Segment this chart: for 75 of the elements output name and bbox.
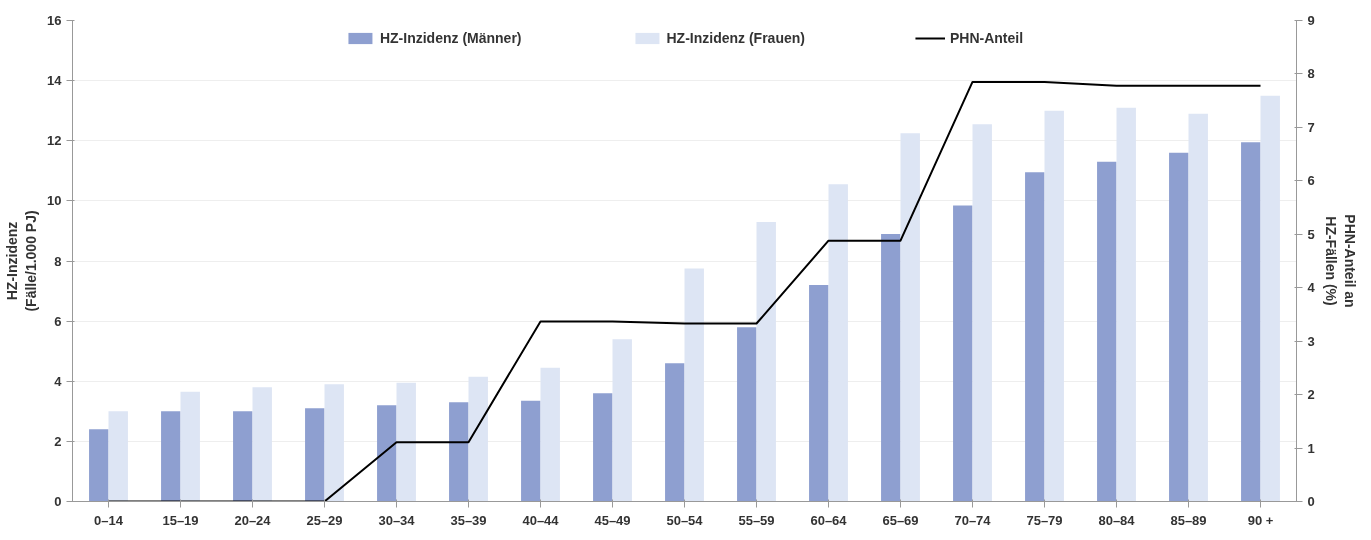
y2-axis-title: PHN-Anteil an HZ-Fällen (%) [1322, 214, 1358, 308]
bar [881, 233, 901, 502]
bar [1169, 152, 1189, 502]
bar [89, 429, 109, 502]
legend-label: PHN-Anteil [949, 30, 1024, 46]
bar [324, 384, 344, 502]
bar [252, 387, 272, 502]
y2-tick-label: 2 [1307, 387, 1315, 403]
y2-tick-label: 6 [1307, 173, 1315, 189]
bar [665, 363, 685, 502]
x-tick-label: 0–14 [94, 512, 124, 528]
y2-tick-label: 0 [1307, 494, 1315, 509]
bar [396, 382, 416, 502]
bar [1097, 161, 1117, 502]
x-tick-label: 55–59 [738, 512, 775, 528]
bar [161, 411, 181, 502]
bar [468, 376, 488, 502]
bar [521, 400, 541, 502]
bar [180, 391, 200, 502]
bar [1260, 95, 1280, 502]
y-tick-label: 10 [47, 193, 62, 209]
bar [612, 339, 632, 502]
y-tick-label: 2 [54, 433, 62, 449]
bar [809, 285, 829, 502]
bar [108, 411, 128, 502]
x-tick-label: 30–34 [378, 512, 416, 528]
bar [756, 221, 776, 502]
y-tick-label: 0 [54, 494, 62, 509]
bar [953, 205, 973, 502]
x-tick-label: 50–54 [666, 512, 704, 528]
x-tick-label: 60–64 [810, 512, 848, 528]
bar [377, 405, 397, 502]
bar [305, 408, 325, 502]
x-tick-label: 75–79 [1026, 512, 1063, 528]
bar [972, 124, 992, 502]
y2-tick-label: 1 [1307, 440, 1315, 456]
legend-label: HZ-Inzidenz (Frauen) [666, 30, 805, 46]
bar [684, 268, 704, 502]
x-tick-label: 45–49 [594, 512, 631, 528]
y2-tick-label: 4 [1307, 280, 1316, 296]
x-tick-label: 25–29 [306, 512, 343, 528]
bar [1241, 142, 1261, 502]
bar [737, 327, 757, 502]
x-tick-label: 40–44 [522, 512, 560, 528]
bar [1188, 113, 1208, 502]
bar [540, 367, 560, 502]
bar [1116, 107, 1136, 502]
legend-label: HZ-Inzidenz (Männer) [379, 30, 522, 46]
x-tick-label: 85–89 [1170, 512, 1207, 528]
y-tick-label: 4 [54, 373, 63, 389]
y-tick-label: 12 [47, 133, 62, 149]
bar [593, 393, 613, 502]
bar [1044, 110, 1064, 502]
y2-tick-label: 3 [1307, 333, 1315, 349]
y-tick-label: 8 [54, 253, 62, 269]
x-tick-label: 80–84 [1098, 512, 1136, 528]
bar [449, 402, 469, 502]
y2-tick-label: 9 [1307, 13, 1315, 28]
bar [233, 411, 253, 502]
bar [828, 184, 848, 502]
x-tick-label: 70–74 [954, 512, 992, 528]
x-tick-label: 20–24 [234, 512, 272, 528]
y2-tick-label: 7 [1307, 119, 1315, 135]
x-tick-label: 65–69 [882, 512, 919, 528]
x-tick-label: 90 + [1247, 512, 1274, 528]
x-tick-label: 35–39 [450, 512, 487, 528]
bar [900, 133, 920, 502]
y-tick-label: 6 [54, 313, 62, 329]
y-tick-label: 16 [47, 13, 62, 28]
y2-tick-label: 8 [1307, 66, 1315, 82]
y-tick-label: 14 [47, 73, 63, 89]
x-tick-label: 15–19 [162, 512, 199, 528]
y2-tick-label: 5 [1307, 226, 1315, 242]
y-axis-title: HZ-Inzidenz (Fälle/1.000 PJ) [3, 210, 40, 312]
bar [1025, 172, 1045, 502]
